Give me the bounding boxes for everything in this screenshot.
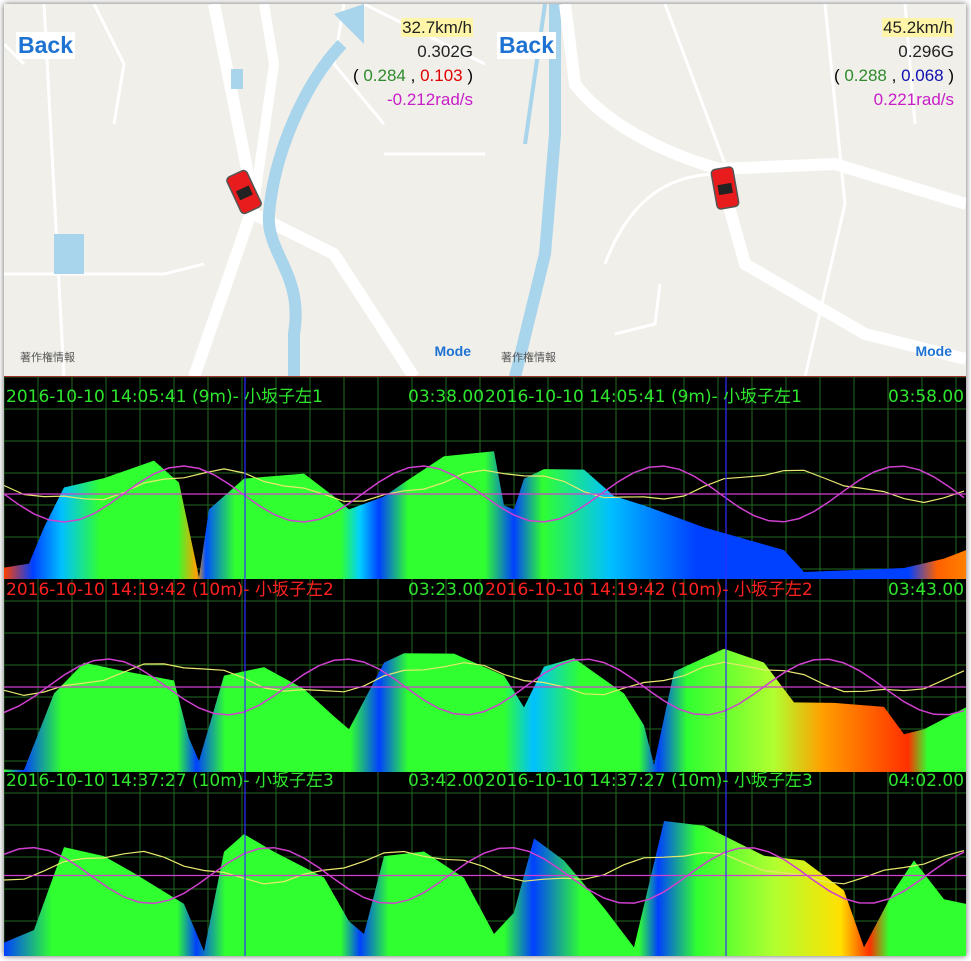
g-trace-run-1 [4, 468, 965, 504]
map-copyright-link[interactable]: 著作権情報 [20, 351, 75, 364]
telemetry-readout: 32.7km/h 0.302G ( 0.284 , 0.103 ) -0.212… [353, 16, 473, 112]
yaw-rate-value: 0.221rad/s [873, 90, 954, 109]
graph-bands [4, 451, 966, 956]
map-right[interactable]: Back 45.2km/h 0.296G ( 0.288 , 0.068 ) 0… [485, 4, 966, 377]
back-button[interactable]: Back [16, 32, 75, 59]
g-y-value: 0.068 [901, 66, 944, 85]
run-3-label-left[interactable]: 2016-10-10 14:37:27 (10m)- 小坂子左3 [6, 771, 334, 791]
separator: , [405, 66, 421, 85]
run-1-time-left: 03:38.00 [408, 387, 485, 407]
paren-open: ( [833, 66, 845, 85]
run-1-label-left[interactable]: 2016-10-10 14:05:41 (9m)- 小坂子左1 [6, 387, 323, 407]
mode-button[interactable]: Mode [434, 343, 471, 359]
back-button[interactable]: Back [497, 32, 556, 59]
g-force-total: 0.302G [417, 42, 473, 61]
g-x-value: 0.288 [844, 66, 887, 85]
speed-value: 32.7km/h [401, 18, 473, 37]
run-2-label-left[interactable]: 2016-10-10 14:19:42 (10m)- 小坂子左2 [6, 580, 334, 600]
app-frame: Back 32.7km/h 0.302G ( 0.284 , 0.103 ) -… [4, 4, 966, 956]
paren-close: ) [462, 66, 473, 85]
paren-open: ( [352, 66, 364, 85]
run-3-label-right[interactable]: 2016-10-10 14:37:27 (10m)- 小坂子左3 [485, 771, 813, 791]
run-1-time-right: 03:58.00 [888, 387, 965, 407]
map-right-roads [509, 4, 966, 377]
g-force-components: ( 0.288 , 0.068 ) [834, 64, 954, 88]
run-2-time-left: 03:23.00 [408, 580, 485, 600]
run-2-time-right: 03:43.00 [888, 580, 965, 600]
g-x-value: 0.284 [363, 66, 406, 85]
speed-graph-area[interactable]: 2016-10-10 14:05:41 (9m)- 小坂子左1 03:38.00… [4, 377, 966, 956]
run-2-label-right[interactable]: 2016-10-10 14:19:42 (10m)- 小坂子左2 [485, 580, 813, 600]
speed-value: 45.2km/h [882, 18, 954, 37]
run-3-time-left: 03:42.00 [408, 771, 485, 791]
mode-button[interactable]: Mode [915, 343, 952, 359]
map-copyright-link[interactable]: 著作権情報 [501, 351, 556, 364]
g-trace-run-2 [4, 661, 965, 697]
paren-close: ) [943, 66, 954, 85]
map-left-roads [4, 4, 485, 377]
yaw-trace-run-3 [4, 846, 965, 905]
telemetry-readout: 45.2km/h 0.296G ( 0.288 , 0.068 ) 0.221r… [834, 16, 954, 112]
g-y-value: 0.103 [420, 66, 463, 85]
map-left[interactable]: Back 32.7km/h 0.302G ( 0.284 , 0.103 ) -… [4, 4, 485, 377]
yaw-trace-run-2 [4, 658, 965, 716]
run-1-label-right[interactable]: 2016-10-10 14:05:41 (9m)- 小坂子左1 [485, 387, 802, 407]
g-force-components: ( 0.284 , 0.103 ) [353, 64, 473, 88]
run-3-time-right: 04:02.00 [888, 771, 965, 791]
yaw-rate-value: -0.212rad/s [387, 90, 473, 109]
yaw-trace-run-1 [4, 465, 965, 523]
separator: , [886, 66, 902, 85]
g-force-total: 0.296G [898, 42, 954, 61]
speed-graph [4, 377, 966, 956]
